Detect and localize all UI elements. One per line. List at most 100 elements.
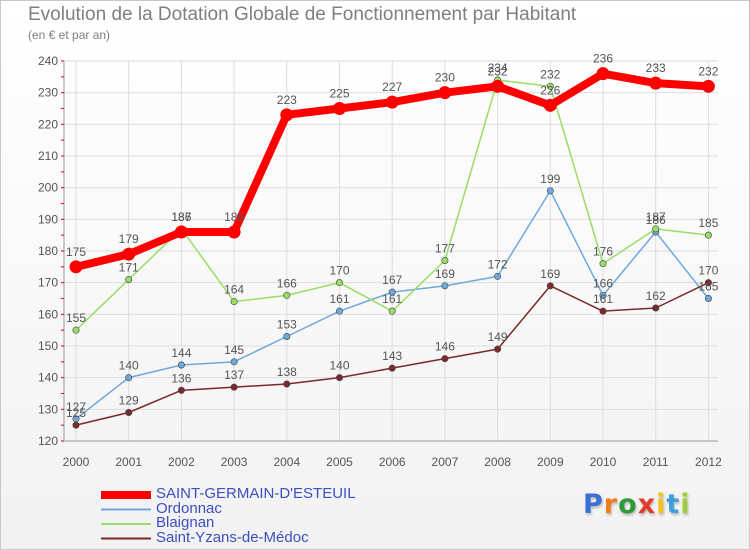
data-point [283, 291, 291, 299]
data-point [388, 364, 396, 372]
data-label: 136 [171, 371, 191, 385]
y-tick-label: 180 [38, 244, 58, 258]
data-point [494, 272, 502, 280]
data-label: 166 [593, 276, 613, 290]
data-point [177, 386, 185, 394]
data-point [335, 307, 343, 315]
y-tick-label: 220 [38, 117, 58, 131]
data-label: 234 [488, 61, 508, 75]
data-label: 227 [382, 80, 402, 94]
x-tick-label: 2000 [63, 455, 90, 469]
chart-subtitle: (en € et par an) [28, 28, 111, 42]
data-point [283, 332, 291, 340]
data-point [438, 86, 452, 100]
data-label: 125 [66, 406, 86, 420]
data-point [704, 279, 712, 287]
data-point [704, 231, 712, 239]
data-label: 144 [171, 346, 191, 360]
data-label: 186 [224, 210, 244, 224]
data-label: 187 [171, 210, 191, 224]
data-point [599, 291, 607, 299]
y-tick-label: 190 [38, 212, 58, 226]
data-label: 138 [277, 365, 297, 379]
data-label: 146 [435, 340, 455, 354]
legend-entry: SAINT-GERMAIN-D'ESTEUIL [156, 485, 356, 502]
x-tick-label: 2012 [695, 455, 722, 469]
data-label: 161 [382, 292, 402, 306]
axes [61, 60, 718, 442]
data-label: 185 [698, 216, 718, 230]
data-point [283, 380, 291, 388]
data-label: 170 [329, 264, 349, 278]
data-label: 161 [329, 292, 349, 306]
x-tick-label: 2007 [432, 455, 459, 469]
data-point [543, 98, 557, 112]
x-tick-label: 2002 [168, 455, 195, 469]
data-label: 186 [171, 210, 191, 224]
data-label: 187 [646, 210, 666, 224]
y-tick-label: 210 [38, 149, 58, 163]
logo-letter: x [637, 489, 657, 520]
data-point [385, 95, 399, 109]
data-point [704, 294, 712, 302]
data-label: 164 [224, 283, 244, 297]
y-tick-label: 150 [38, 339, 58, 353]
x-tick-label: 2010 [590, 455, 617, 469]
data-label: 153 [277, 318, 297, 332]
data-label: 145 [224, 343, 244, 357]
data-point [280, 108, 294, 122]
data-label: 223 [277, 93, 297, 107]
logo-letter: i [680, 489, 691, 520]
y-tick-label: 230 [38, 86, 58, 100]
data-point [491, 79, 505, 93]
data-label: 155 [66, 311, 86, 325]
data-label: 225 [329, 87, 349, 101]
data-point [72, 326, 80, 334]
x-tick-label: 2008 [484, 455, 511, 469]
data-point [599, 260, 607, 268]
x-tick-label: 2006 [379, 455, 406, 469]
data-point [69, 260, 83, 274]
data-point [227, 225, 241, 239]
logo-letter: t [666, 489, 681, 520]
y-axis-ticks: 120 130 140 150 160 170 180 190 200 210 220 230 240 [38, 54, 58, 448]
data-point [335, 279, 343, 287]
logo-letter: r [603, 489, 619, 520]
chart-title: Evolution de la Dotation Globale de Fonc… [28, 4, 577, 25]
y-tick-label: 120 [38, 434, 58, 448]
data-label: 167 [382, 273, 402, 287]
x-axis-ticks: 2000 2001 2002 2003 2004 2005 2006 2007 2008 2009… [63, 455, 722, 469]
data-label: 232 [540, 67, 560, 81]
data-label: 232 [488, 64, 508, 78]
data-label: 169 [540, 267, 560, 281]
data-point [441, 355, 449, 363]
data-point [388, 288, 396, 296]
data-point [174, 225, 188, 239]
data-label: 127 [66, 400, 86, 414]
data-point [230, 383, 238, 391]
data-label: 175 [66, 245, 86, 259]
data-label: 162 [646, 289, 666, 303]
data-point [72, 421, 80, 429]
data-point [230, 358, 238, 366]
grid-lines [64, 60, 718, 442]
data-point [230, 298, 238, 306]
data-label: 179 [119, 232, 139, 246]
data-point [177, 361, 185, 369]
x-tick-label: 2009 [537, 455, 564, 469]
x-tick-label: 2001 [115, 455, 142, 469]
x-tick-label: 2005 [326, 455, 353, 469]
data-label: 170 [698, 264, 718, 278]
y-tick-label: 140 [38, 371, 58, 385]
data-point [596, 67, 610, 81]
data-label: 226 [540, 83, 560, 97]
y-tick-label: 130 [38, 402, 58, 416]
y-tick-label: 160 [38, 307, 58, 321]
data-label: 169 [435, 267, 455, 281]
data-label: 166 [277, 276, 297, 290]
legend [101, 491, 151, 540]
legend-entry: Ordonnac [156, 499, 222, 517]
data-point [125, 374, 133, 382]
data-point [649, 76, 663, 90]
